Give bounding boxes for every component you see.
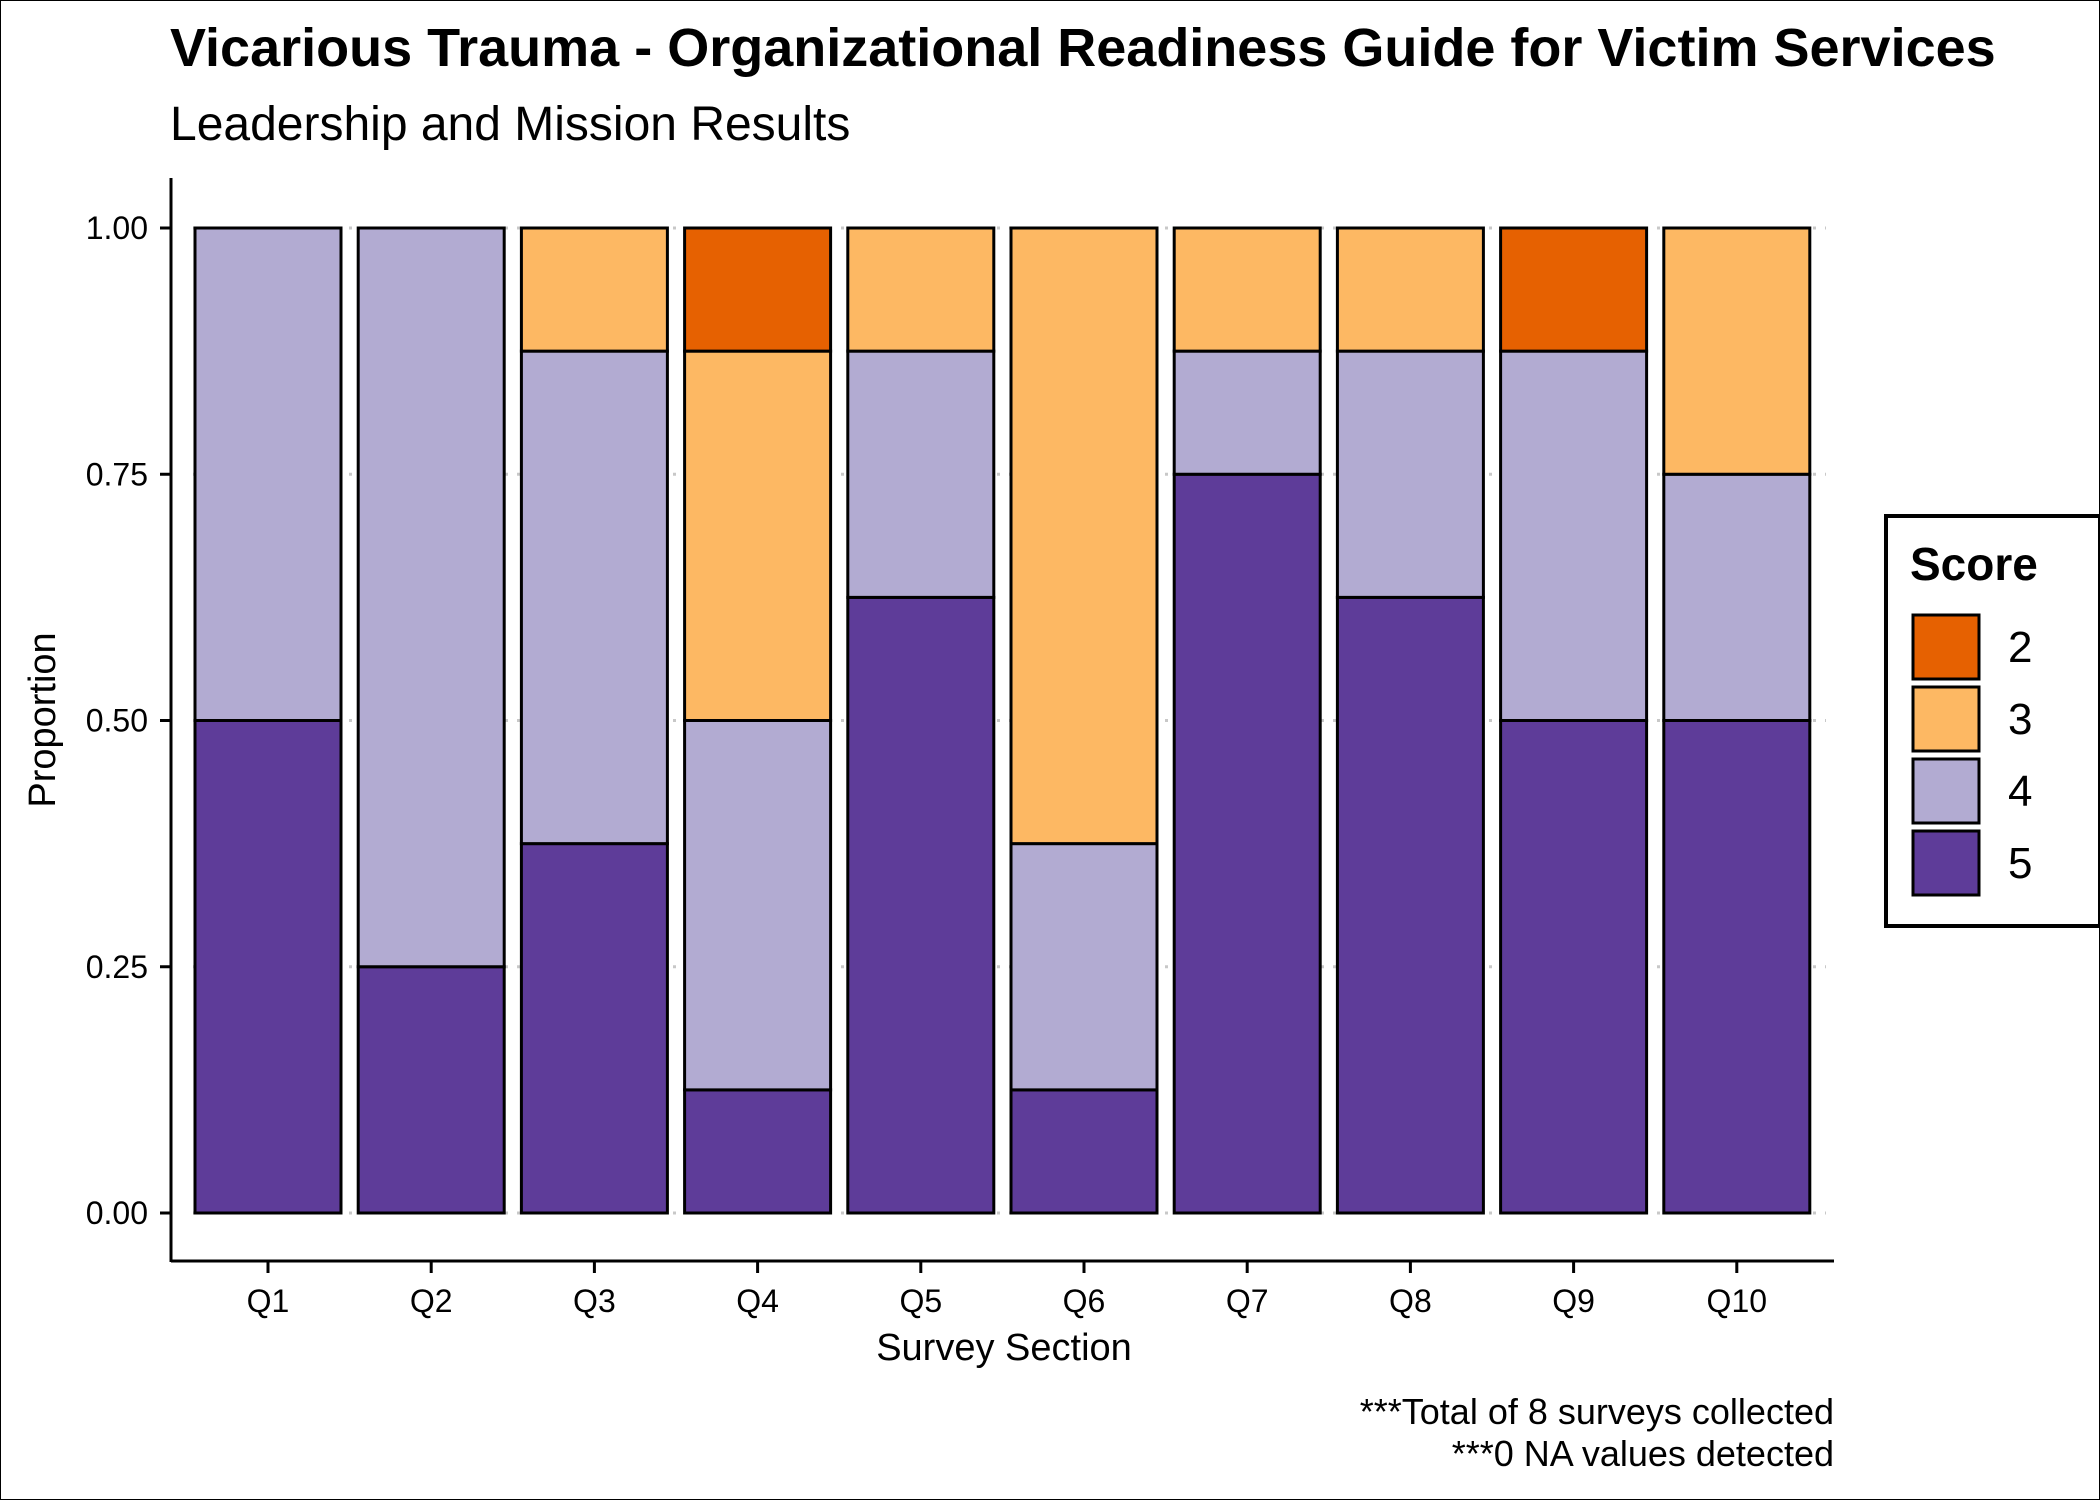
legend-label-5: 5 <box>2008 839 2032 888</box>
y-tick-label: 0.75 <box>86 456 148 492</box>
legend-label-4: 4 <box>2008 767 2032 816</box>
caption-surveys: ***Total of 8 surveys collected <box>1360 1391 1834 1432</box>
bar-segment-q4-score-4 <box>683 719 833 1092</box>
bar-segment-q8-score-5 <box>1335 595 1485 1215</box>
y-tick-label: 1.00 <box>86 210 148 246</box>
bar-segment-q10-score-5 <box>1662 719 1812 1215</box>
bar-segment-q1-score-4 <box>193 226 343 722</box>
legend: Score 2 3 4 5 <box>1884 514 2100 928</box>
bar-segment-q6-score-3 <box>1009 226 1159 846</box>
y-tick-label: 0.25 <box>86 949 148 985</box>
bar-segment-q6-score-5 <box>1009 1088 1159 1215</box>
legend-swatch-5 <box>1911 829 1981 897</box>
bar-segment-q10-score-4 <box>1662 472 1812 722</box>
y-tick-label: 0.50 <box>86 703 148 739</box>
x-tick-label-q6: Q6 <box>1063 1283 1106 1319</box>
bar-segment-q9-score-2 <box>1499 226 1649 353</box>
bar-segment-q2-score-4 <box>356 226 506 969</box>
bar-segment-q2-score-5 <box>356 965 506 1215</box>
x-tick-label-q3: Q3 <box>573 1283 616 1319</box>
bar-segment-q5-score-3 <box>846 226 996 353</box>
legend-label-3: 3 <box>2008 695 2032 744</box>
bar-segment-q9-score-4 <box>1499 349 1649 722</box>
x-tick-label-q8: Q8 <box>1389 1283 1432 1319</box>
bar-segment-q5-score-4 <box>846 349 996 599</box>
x-tick-label-q10: Q10 <box>1707 1283 1767 1319</box>
bars-group <box>193 226 1812 1215</box>
bar-segment-q4-score-5 <box>683 1088 833 1215</box>
x-tick-label-q7: Q7 <box>1226 1283 1269 1319</box>
legend-title: Score <box>1910 538 2038 590</box>
bar-segment-q4-score-2 <box>683 226 833 353</box>
bar-segment-q3-score-3 <box>519 226 669 353</box>
bar-segment-q3-score-4 <box>519 349 669 846</box>
y-ticks: 0.00 0.25 0.50 0.75 1.00 <box>86 210 171 1231</box>
x-tick-label-q5: Q5 <box>899 1283 942 1319</box>
bar-segment-q4-score-3 <box>683 349 833 722</box>
caption-na: ***0 NA values detected <box>1452 1433 1834 1474</box>
y-axis-label: Proportion <box>22 632 64 807</box>
bar-segment-q7-score-4 <box>1172 349 1322 476</box>
x-ticks: Q1 Q2 Q3 Q4 Q5 Q6 Q7 Q8 Q9 Q10 <box>247 1261 1767 1319</box>
bar-segment-q7-score-5 <box>1172 472 1322 1215</box>
x-tick-label-q4: Q4 <box>736 1283 779 1319</box>
bar-segment-q5-score-5 <box>846 595 996 1215</box>
bar-segment-q7-score-3 <box>1172 226 1322 353</box>
bar-segment-q8-score-3 <box>1335 226 1485 353</box>
bar-segment-q1-score-5 <box>193 719 343 1215</box>
bar-segment-q3-score-5 <box>519 842 669 1215</box>
legend-swatch-3 <box>1911 685 1981 753</box>
bar-segment-q6-score-4 <box>1009 842 1159 1092</box>
legend-label-2: 2 <box>2008 623 2032 672</box>
x-tick-label-q1: Q1 <box>247 1283 290 1319</box>
x-tick-label-q2: Q2 <box>410 1283 453 1319</box>
legend-swatch-2 <box>1911 613 1981 681</box>
legend-swatch-4 <box>1911 757 1981 825</box>
bar-segment-q9-score-5 <box>1499 719 1649 1215</box>
x-tick-label-q9: Q9 <box>1552 1283 1595 1319</box>
bar-segment-q8-score-4 <box>1335 349 1485 599</box>
bar-segment-q10-score-3 <box>1662 226 1812 476</box>
chart-subtitle: Leadership and Mission Results <box>170 98 850 151</box>
x-axis-label: Survey Section <box>876 1327 1132 1369</box>
y-tick-label: 0.00 <box>86 1195 148 1231</box>
chart-title: Vicarious Trauma - Organizational Readin… <box>170 18 1996 78</box>
